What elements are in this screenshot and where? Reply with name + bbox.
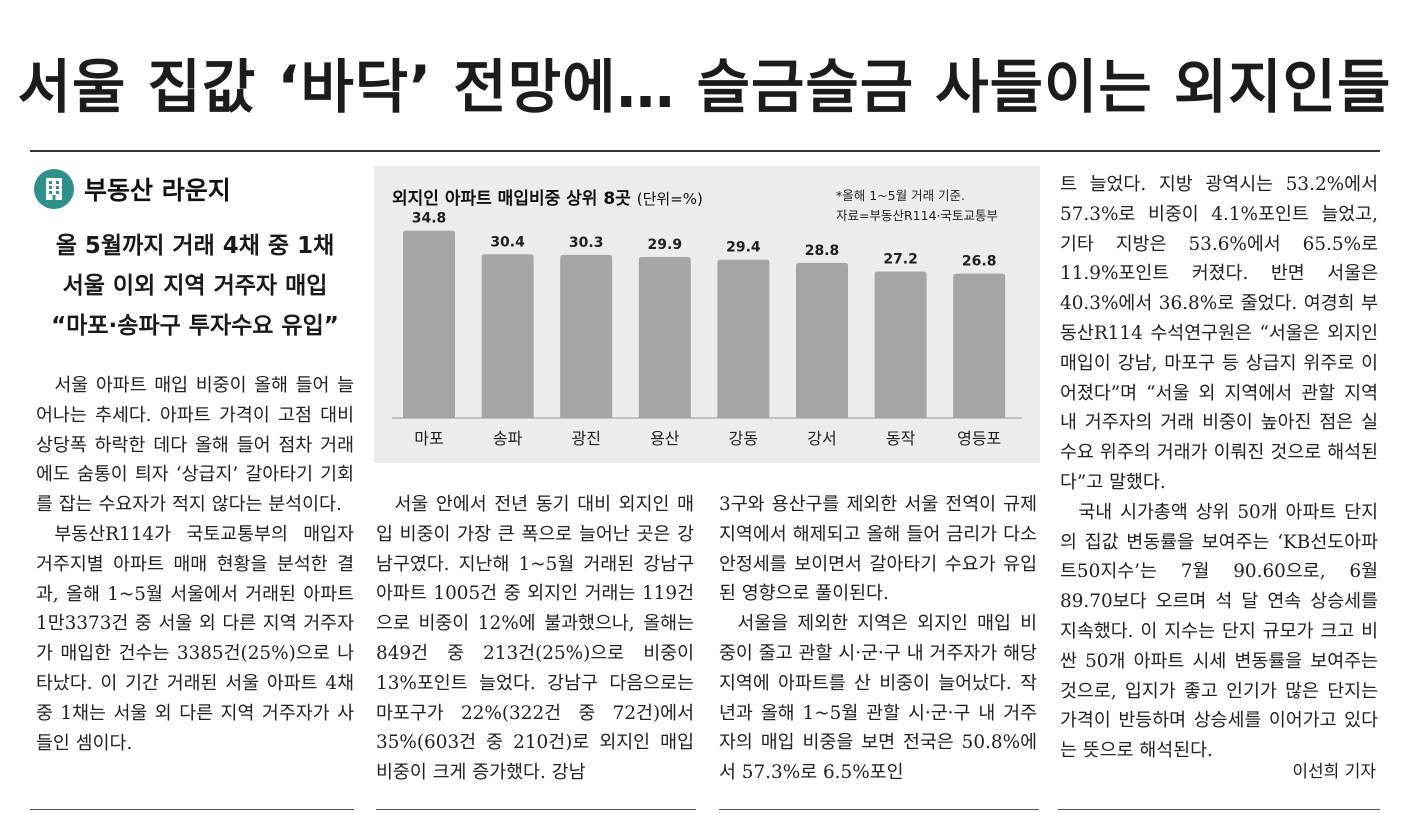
- paragraph: 서울 안에서 전년 동기 대비 외지인 매입 비중이 가장 큰 폭으로 늘어난 …: [376, 494, 694, 784]
- chart-canvas: 34.8 마포 30.4 송파 30.3 광진 29.9 용산 29.4 강동 28.8 강서 27.2…: [392, 211, 1022, 448]
- paragraph: 서울을 제외한 지역은 외지인 매입 비중이 줄고 관할 시·군·구 내 거주자…: [719, 613, 1037, 784]
- chart-value-label: 30.3: [569, 235, 604, 251]
- chart-bar-마포: [403, 230, 455, 418]
- paragraph: 3구와 용산구를 제외한 서울 전역이 규제지역에서 해제되고 올해 들어 금리…: [719, 494, 1037, 605]
- chart-category-label: 마포: [414, 429, 443, 448]
- article-column-4: 트 늘었다. 지방 광역시는 53.2%에서 57.3%로 비중이 4.1%포인…: [1060, 170, 1378, 766]
- chart-bar-동작: [874, 271, 927, 418]
- chart-note-basis: *올해 1~5월 거래 기준.: [836, 188, 966, 203]
- chart-title: 외지인 아파트 매입비중 상위 8곳 (단위=%): [392, 184, 703, 209]
- chart-bar-영등포: [953, 273, 1006, 418]
- chart-value-label: 29.4: [726, 240, 761, 256]
- building-icon: [34, 169, 74, 209]
- article-column-1: 서울 아파트 매입 비중이 올해 들어 늘어나는 추세다. 아파트 가격이 고점…: [36, 371, 354, 758]
- subhead-1: 올 5월까지 거래 4채 중 1채: [55, 233, 335, 259]
- chart-category-label: 강동: [729, 429, 758, 448]
- byline: 이선희 기자: [1292, 762, 1376, 782]
- bar-chart: 34.8 마포 30.4 송파 30.3 광진 29.9 용산 29.4 강동 28.8 강서 27.2…: [374, 166, 1040, 463]
- chart-category-label: 용산: [650, 429, 680, 448]
- subheadlines: 올 5월까지 거래 4채 중 1채 서울 이외 지역 거주자 매입 “마포·송파…: [30, 226, 360, 346]
- chart-category-label: 송파: [493, 429, 523, 448]
- chart-category-label: 영등포: [957, 429, 1001, 448]
- paragraph: 국내 시가총액 상위 50개 아파트 단지의 집값 변동률을 보여주는 ‘KB선…: [1060, 501, 1378, 762]
- chart-category-label: 동작: [886, 429, 916, 448]
- bottom-rule: [719, 809, 1039, 810]
- section-tag: 부동산 라운지: [34, 169, 231, 209]
- bottom-rule: [376, 809, 696, 810]
- chart-source-note: *올해 1~5월 거래 기준. 자료=부동산R114·국토교통부: [836, 186, 1036, 226]
- chart-value-label: 29.9: [648, 237, 683, 253]
- chart-bar-용산: [638, 256, 691, 418]
- top-rule: [30, 150, 1380, 152]
- paragraph: 서울 아파트 매입 비중이 올해 들어 늘어나는 추세다. 아파트 가격이 고점…: [36, 375, 354, 516]
- chart-value-label: 27.2: [883, 252, 918, 268]
- bottom-rule: [1058, 809, 1380, 810]
- chart-title-text: 외지인 아파트 매입비중 상위 8곳: [392, 189, 631, 209]
- chart-unit: (단위=%): [636, 190, 703, 208]
- chart-value-label: 34.8: [412, 211, 447, 227]
- chart-value-label: 30.4: [490, 234, 525, 250]
- chart-category-label: 광진: [571, 429, 600, 448]
- chart-bar-광진: [560, 254, 613, 418]
- chart-bar-송파: [481, 254, 534, 418]
- headline: 서울 집값 ‘바닥’ 전망에… 슬금슬금 사들이는 외지인들: [17, 53, 1392, 121]
- chart-bar-강동: [717, 259, 770, 418]
- subhead-3: “마포·송파구 투자수요 유입”: [51, 313, 339, 339]
- article-column-2: 서울 안에서 전년 동기 대비 외지인 매입 비중이 가장 큰 폭으로 늘어난 …: [376, 490, 694, 788]
- section-label: 부동산 라운지: [84, 176, 231, 205]
- article-column-3: 3구와 용산구를 제외한 서울 전역이 규제지역에서 해제되고 올해 들어 금리…: [719, 490, 1037, 788]
- paragraph: 부동산R114가 국토교통부의 매입자 거주지별 아파트 매매 현황을 분석한 …: [36, 523, 354, 754]
- chart-category-label: 강서: [807, 429, 836, 448]
- subhead-2: 서울 이외 지역 거주자 매입: [62, 273, 328, 299]
- chart-bar-강서: [796, 262, 848, 418]
- bottom-rule: [30, 809, 354, 810]
- paragraph: 트 늘었다. 지방 광역시는 53.2%에서 57.3%로 비중이 4.1%포인…: [1060, 174, 1378, 493]
- chart-value-label: 26.8: [962, 254, 997, 270]
- chart-note-source: 자료=부동산R114·국토교통부: [836, 208, 998, 223]
- chart-value-label: 28.8: [805, 243, 840, 259]
